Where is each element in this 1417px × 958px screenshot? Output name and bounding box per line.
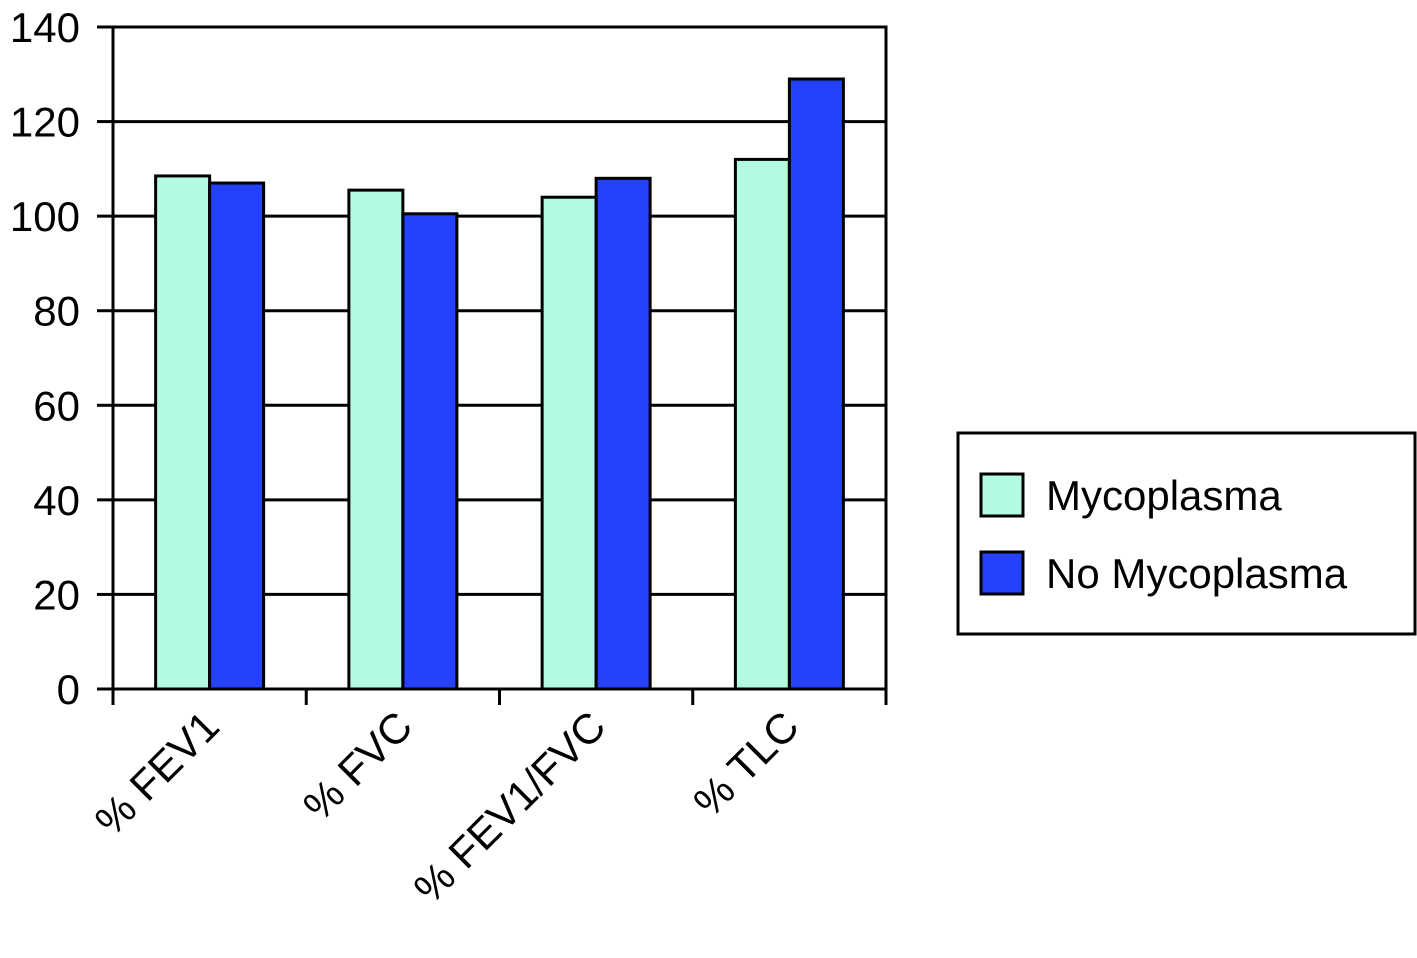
bar-no-mycoplasma-0 xyxy=(208,181,266,691)
bar-mycoplasma-3 xyxy=(733,157,791,691)
bar-no-mycoplasma-3 xyxy=(787,77,845,691)
bars xyxy=(154,77,845,691)
x-tick-label: % FEV1 xyxy=(86,702,228,844)
legend: Mycoplasma No Mycoplasma xyxy=(956,431,1417,636)
y-tick-label: 40 xyxy=(33,477,80,524)
y-tick-label: 100 xyxy=(10,193,80,240)
bar-mycoplasma-2 xyxy=(540,195,598,691)
y-tick-label: 120 xyxy=(10,99,80,146)
y-tick-label: 80 xyxy=(33,288,80,335)
legend-label-mycoplasma: Mycoplasma xyxy=(1046,472,1282,519)
bar-no-mycoplasma-2 xyxy=(594,176,652,691)
legend-swatch-mycoplasma xyxy=(979,472,1025,518)
x-tick-label: % TLC xyxy=(684,702,807,825)
y-tick-label: 140 xyxy=(10,4,80,51)
x-tick-labels: % FEV1 % FVC% FEV1/FVC % TLC xyxy=(86,702,808,912)
bar-mycoplasma-1 xyxy=(347,188,405,691)
bar-no-mycoplasma-1 xyxy=(401,212,459,691)
x-tick-label: % FVC xyxy=(294,702,421,829)
x-tick-label: % FEV1/FVC xyxy=(405,702,615,912)
y-tick-labels: 0 20 40 60 80 100 120 140 xyxy=(10,4,80,713)
legend-box xyxy=(956,431,1417,636)
legend-label-no-mycoplasma: No Mycoplasma xyxy=(1046,550,1348,597)
bar-mycoplasma-0 xyxy=(154,174,212,691)
y-tick-label: 20 xyxy=(33,571,80,618)
axes xyxy=(97,25,888,705)
y-tick-label: 0 xyxy=(57,666,80,713)
y-tick-label: 60 xyxy=(33,382,80,429)
legend-swatch-no-mycoplasma xyxy=(979,550,1025,596)
